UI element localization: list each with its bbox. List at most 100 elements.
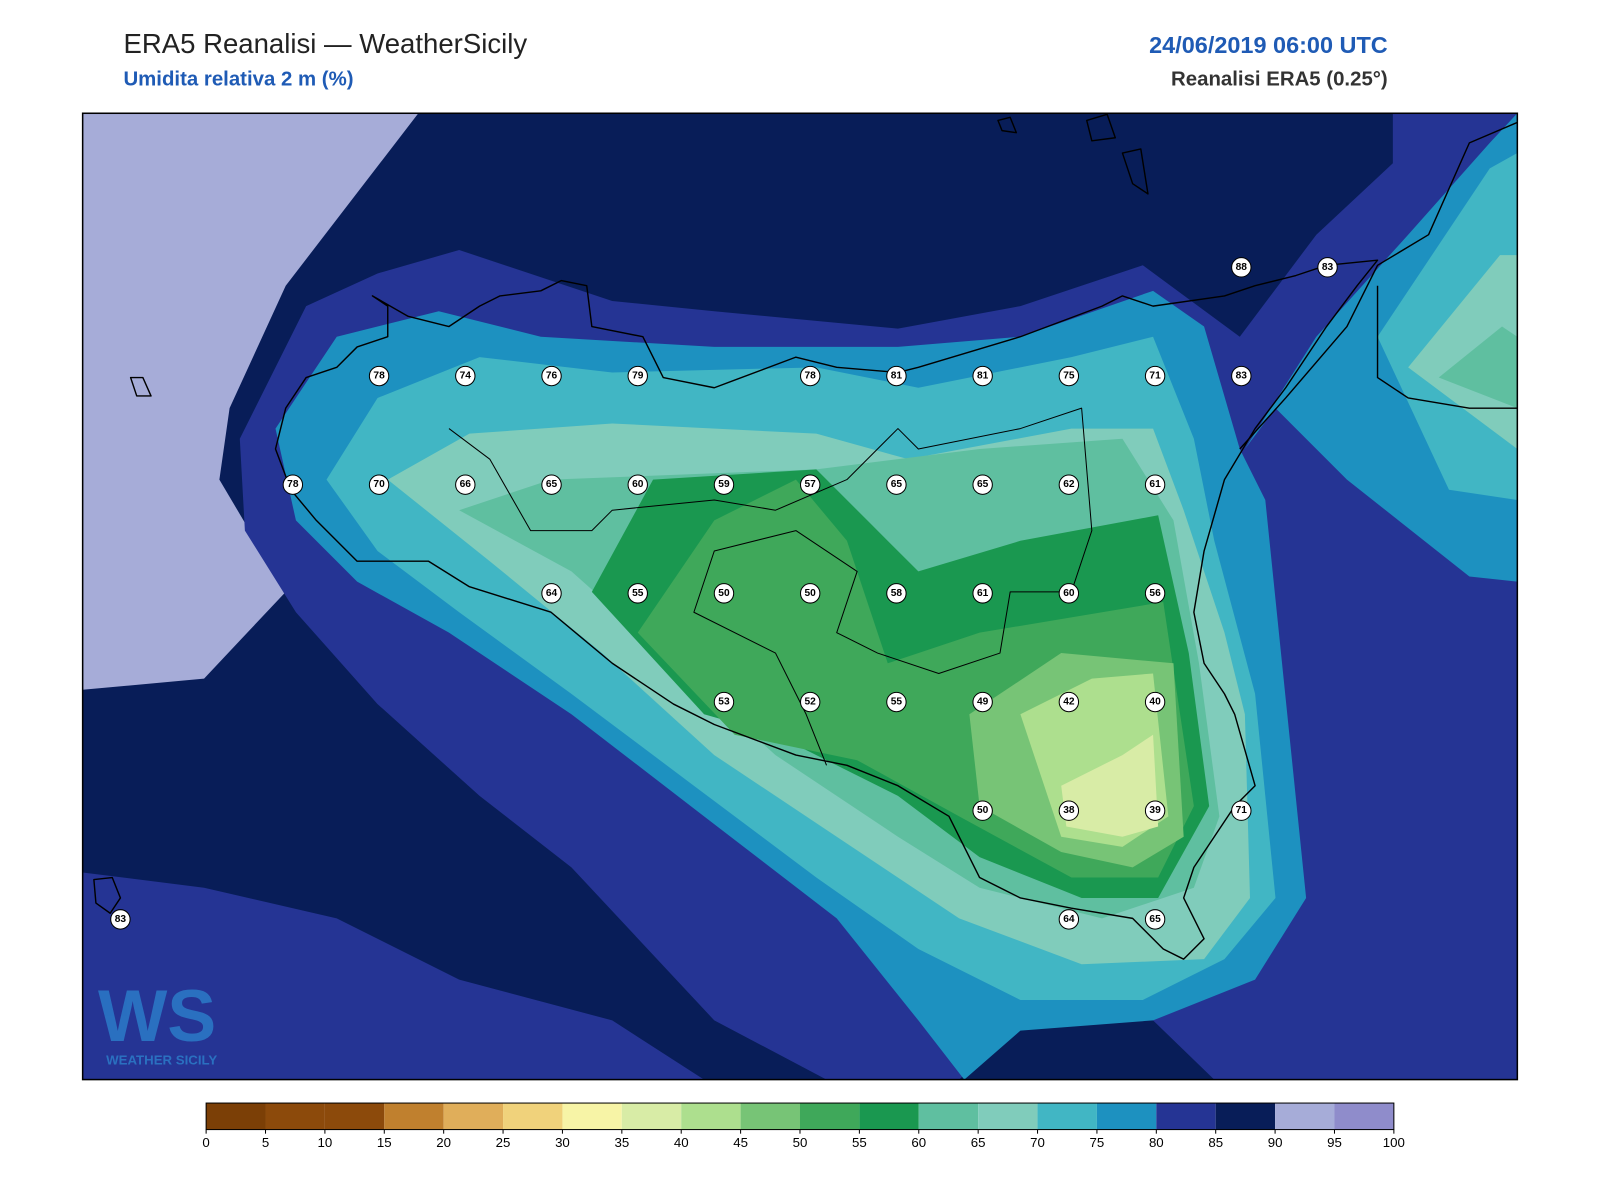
station-marker (886, 691, 907, 713)
station-value: 81 (977, 371, 989, 382)
station-value: 58 (891, 588, 903, 599)
colorbar-tick-label: 20 (436, 1135, 451, 1150)
colorbar-tick-label: 5 (262, 1135, 269, 1150)
station-marker (1058, 583, 1080, 604)
colorbar-tick-label: 40 (674, 1135, 689, 1150)
colorbar-bin (443, 1103, 504, 1130)
station-value: 62 (1063, 479, 1075, 490)
station-value: 83 (115, 914, 127, 925)
station-marker (1144, 474, 1166, 495)
station-value: 57 (805, 479, 817, 490)
station-marker (972, 691, 993, 713)
colorbar-tick-label: 65 (971, 1135, 986, 1150)
colorbar-tick-label: 90 (1268, 1135, 1283, 1150)
station-marker (799, 474, 821, 495)
station-marker (455, 474, 476, 495)
station-marker (799, 691, 821, 713)
contour (82, 872, 705, 1080)
station-marker (627, 365, 648, 387)
colorbar: 0 5 10 15 20 25 30 35 40 45 50 55 60 65 70 75 80 85 90 95 10… (202, 1102, 1405, 1150)
station-value: 71 (1236, 805, 1248, 816)
station-value: 65 (1149, 914, 1161, 925)
station-value: 74 (460, 371, 472, 382)
station-marker (1058, 474, 1080, 495)
station-marker (110, 909, 131, 930)
station-value: 79 (632, 371, 644, 382)
station-marker (368, 365, 390, 387)
station-marker (1231, 800, 1252, 821)
date: 24/06/2019 06:00 UTC (1149, 32, 1388, 58)
colorbar-bin (740, 1103, 800, 1130)
colorbar-bin (384, 1103, 444, 1130)
colorbar-tick-label: 80 (1149, 1135, 1164, 1150)
colorbar-tick-label: 100 (1383, 1135, 1405, 1150)
contour (1438, 326, 1518, 409)
station-marker (713, 691, 735, 713)
contour (1408, 255, 1518, 449)
station-marker (1144, 583, 1166, 604)
station-value: 83 (1322, 262, 1334, 273)
station-marker (713, 474, 735, 495)
colorbar-tick-label: 35 (614, 1135, 629, 1150)
station-value: 64 (1063, 914, 1075, 925)
station-value: 65 (977, 479, 989, 490)
colorbar-bin (503, 1103, 563, 1130)
station-value: 81 (891, 371, 903, 382)
station-value: 39 (1149, 805, 1161, 816)
colorbar-bin (621, 1103, 682, 1130)
coastline (274, 259, 1379, 960)
station-marker (972, 474, 993, 495)
station-marker (1144, 691, 1166, 713)
station-value: 64 (546, 588, 558, 599)
station-value: 60 (632, 479, 644, 490)
station-marker (886, 474, 907, 495)
island (93, 876, 122, 914)
station-value: 50 (718, 588, 730, 599)
colorbar-bin (978, 1103, 1038, 1130)
colorbar-tick-label: 30 (555, 1135, 570, 1150)
station-value: 83 (1236, 371, 1248, 382)
colorbar-tick-label: 55 (852, 1135, 867, 1150)
colorbar-tick-label: 15 (377, 1135, 392, 1150)
station-marker (1144, 909, 1166, 930)
station-marker (1144, 365, 1166, 387)
station-marker (1144, 800, 1166, 821)
station-marker (627, 474, 648, 495)
province-border (448, 407, 1093, 766)
station-marker (541, 474, 562, 495)
station-marker (972, 583, 993, 604)
colorbar-tick-label: 50 (793, 1135, 808, 1150)
station-marker (455, 365, 476, 387)
subtitle: Umidita relativa 2 m (%) (123, 69, 353, 91)
station-marker (972, 800, 993, 821)
colorbar-bin (1275, 1103, 1335, 1130)
station-marker (1058, 800, 1080, 821)
station-marker (886, 365, 907, 387)
map-frame (81, 112, 1519, 1081)
island (997, 116, 1018, 134)
station-marker (799, 365, 821, 387)
colorbar-bin (562, 1103, 622, 1130)
station-value: 52 (805, 697, 817, 708)
colorbar-bin (1156, 1103, 1216, 1130)
station-value: 53 (718, 697, 730, 708)
colorbar-bin (324, 1103, 385, 1130)
source: Reanalisi ERA5 (0.25°) (1171, 69, 1388, 91)
station-marker (1058, 691, 1080, 713)
station-value: 66 (460, 479, 472, 490)
colorbar-tick-label: 0 (202, 1135, 209, 1150)
station-value: 78 (373, 371, 385, 382)
canvas: ERA5 Reanalisi — WeatherSicily Umidita r… (81, 28, 1519, 1150)
colorbar-tick-label: 10 (318, 1135, 333, 1150)
station-value: 59 (718, 479, 730, 490)
station-marker (1317, 257, 1338, 278)
colorbar-bin (206, 1103, 266, 1130)
station-marker (1058, 365, 1080, 387)
station-value: 61 (1149, 479, 1161, 490)
colorbar-bin (918, 1103, 979, 1130)
station-value: 61 (977, 588, 989, 599)
island (1121, 148, 1149, 195)
colorbar-bin (681, 1103, 741, 1130)
station-value: 40 (1149, 697, 1161, 708)
